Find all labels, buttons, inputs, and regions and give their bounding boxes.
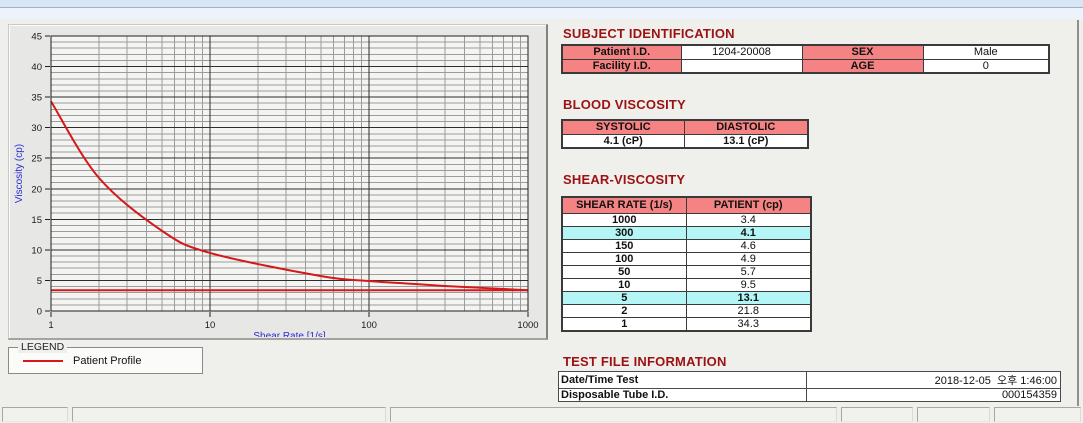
svg-text:0: 0 (37, 307, 42, 318)
facility-id-label: Facility I.D. (561, 58, 682, 74)
shear-cell: 10 (561, 277, 687, 292)
shear-cell: 3.4 (685, 212, 812, 227)
shear-row: 100 4.9 (561, 251, 812, 266)
top-band-secondary (0, 8, 1083, 19)
shear-cell: 150 (561, 238, 687, 253)
status-segment (390, 407, 837, 422)
blood-viscosity-title: BLOOD VISCOSITY (563, 97, 686, 112)
status-segment (72, 407, 386, 422)
shear-viscosity-body: 1000 3.4 300 4.1 150 4.6 100 4.9 50 5.7 10 9.5 5 13.1… (561, 212, 812, 331)
svg-text:15: 15 (31, 215, 42, 226)
sex-value: Male (922, 44, 1050, 60)
shear-cell: 2 (561, 303, 687, 318)
svg-text:40: 40 (31, 62, 42, 73)
table-row: SYSTOLIC DIASTOLIC (561, 119, 809, 135)
shear-cell: 5.7 (685, 264, 812, 279)
window-right-edge (1077, 20, 1079, 406)
shear-row: 1 34.3 (561, 316, 812, 331)
svg-text:Shear Rate [1/s]: Shear Rate [1/s] (253, 331, 325, 337)
table-row: Patient I.D. 1204-20008 SEX Male (561, 44, 1050, 60)
table-row: Facility I.D. AGE 0 (561, 58, 1050, 74)
diastolic-value: 13.1 (cP) (683, 133, 809, 149)
shear-cell: 4.6 (685, 238, 812, 253)
chart-legend: LEGEND Patient Profile (8, 341, 203, 374)
svg-text:25: 25 (31, 154, 42, 165)
date-time-test-label: Date/Time Test (558, 371, 807, 389)
shear-cell: 21.8 (685, 303, 812, 318)
svg-text:Viscosity (cp): Viscosity (cp) (14, 144, 25, 203)
shear-viscosity-title: SHEAR-VISCOSITY (563, 172, 686, 187)
shear-row: 1000 3.4 (561, 212, 812, 227)
shear-cell: 300 (561, 225, 687, 240)
svg-text:10: 10 (31, 245, 42, 256)
svg-text:45: 45 (31, 32, 42, 43)
table-row: Date/Time Test 2018-12-05 오후 1:46:00 (558, 371, 1061, 389)
patient-id-value: 1204-20008 (680, 44, 803, 60)
shear-cell: 34.3 (685, 316, 812, 331)
shear-cell: 50 (561, 264, 687, 279)
shear-row: 5 13.1 (561, 290, 812, 305)
test-file-information-title: TEST FILE INFORMATION (563, 354, 727, 369)
top-band-divider (0, 7, 1083, 8)
table-row: 4.1 (cP) 13.1 (cP) (561, 133, 809, 149)
shear-cell: 13.1 (685, 290, 812, 305)
facility-id-value (680, 58, 803, 74)
shear-rate-header: SHEAR RATE (1/s) (561, 196, 687, 214)
disposable-tube-id-label: Disposable Tube I.D. (558, 388, 807, 402)
legend-entry-label: Patient Profile (73, 354, 142, 367)
legend-title: LEGEND (18, 341, 68, 353)
shear-row: 300 4.1 (561, 225, 812, 240)
shear-cell: 4.9 (685, 251, 812, 266)
viscosity-chart-svg: 0 5 10 15 20 25 30 35 40 45 1 10 100 1000 Shear Rate [… (14, 32, 539, 338)
svg-text:100: 100 (361, 320, 377, 331)
status-segment (994, 407, 1081, 422)
test-file-information-table: Date/Time Test 2018-12-05 오후 1:46:00 Dis… (558, 371, 1061, 402)
disposable-tube-id-value: 000154359 (806, 388, 1061, 402)
table-header-row: SHEAR RATE (1/s) PATIENT (cp) (561, 196, 812, 214)
shear-row: 50 5.7 (561, 264, 812, 279)
shear-cell: 5 (561, 290, 687, 305)
diastolic-header: DIASTOLIC (683, 119, 809, 135)
shear-cell: 9.5 (685, 277, 812, 292)
table-row: Disposable Tube I.D. 000154359 (558, 388, 1061, 402)
svg-text:20: 20 (31, 184, 42, 195)
shear-cell: 4.1 (685, 225, 812, 240)
age-value: 0 (922, 58, 1050, 74)
status-segment (841, 407, 913, 422)
systolic-value: 4.1 (cP) (561, 133, 685, 149)
blood-viscosity-table: SYSTOLIC DIASTOLIC 4.1 (cP) 13.1 (cP) (561, 119, 809, 149)
subject-identification-table: Patient I.D. 1204-20008 SEX Male Facilit… (561, 44, 1050, 74)
chart-panel: 0 5 10 15 20 25 30 35 40 45 1 10 100 1000 Shear Rate [… (8, 24, 548, 340)
status-segment (2, 407, 68, 422)
systolic-header: SYSTOLIC (561, 119, 685, 135)
svg-text:30: 30 (31, 123, 42, 134)
svg-text:1000: 1000 (517, 320, 538, 331)
shear-cell: 1000 (561, 212, 687, 227)
svg-text:5: 5 (37, 276, 42, 287)
shear-cell: 100 (561, 251, 687, 266)
shear-row: 2 21.8 (561, 303, 812, 318)
svg-text:1: 1 (48, 320, 53, 331)
patient-id-label: Patient I.D. (561, 44, 682, 60)
age-label: AGE (801, 58, 924, 74)
legend-entry: Patient Profile (9, 348, 202, 373)
svg-text:10: 10 (205, 320, 216, 331)
subject-identification-title: SUBJECT IDENTIFICATION (563, 26, 735, 41)
svg-text:35: 35 (31, 93, 42, 104)
date-time-test-value: 2018-12-05 오후 1:46:00 (806, 371, 1061, 389)
legend-line-sample (23, 359, 63, 362)
status-segment (917, 407, 990, 422)
shear-cell: 1 (561, 316, 687, 331)
patient-cp-header: PATIENT (cp) (685, 196, 812, 214)
shear-row: 10 9.5 (561, 277, 812, 292)
shear-row: 150 4.6 (561, 238, 812, 253)
sex-label: SEX (801, 44, 924, 60)
shear-viscosity-table: SHEAR RATE (1/s) PATIENT (cp) 1000 3.4 300… (561, 196, 812, 332)
top-band (0, 0, 1083, 7)
